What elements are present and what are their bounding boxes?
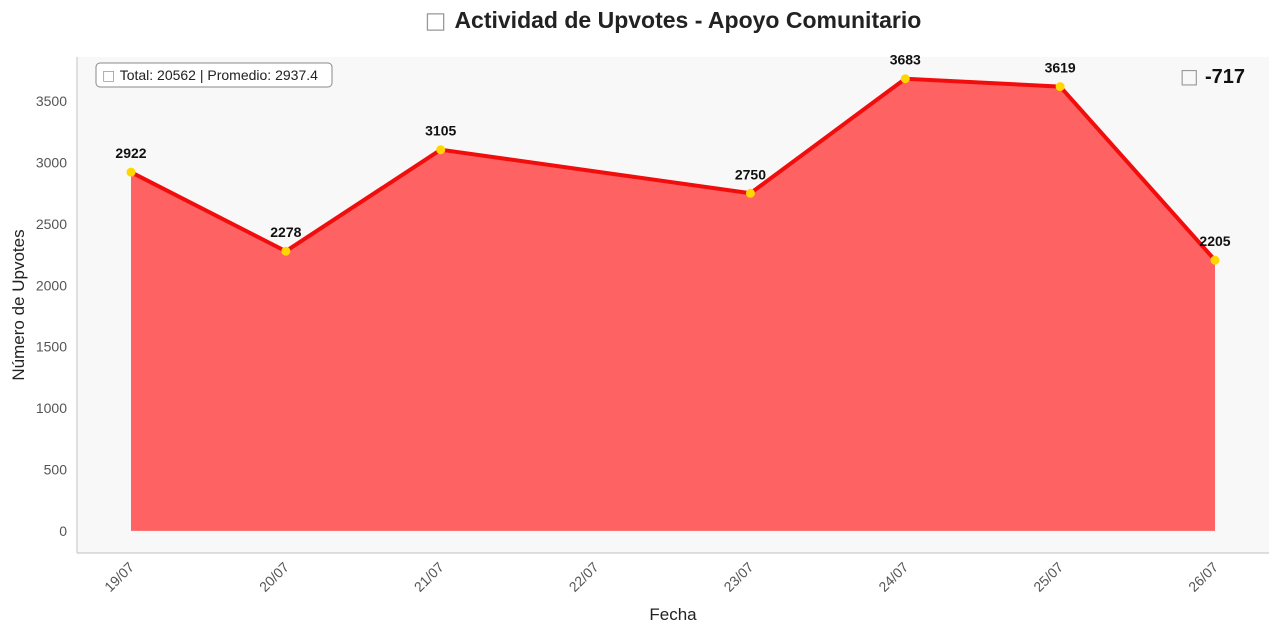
x-tick-label: 20/07	[256, 559, 292, 595]
data-label: 2922	[115, 145, 146, 161]
data-point	[745, 188, 755, 198]
marker-layer	[126, 74, 1220, 265]
data-label: 3105	[425, 123, 456, 139]
change-value: -717	[1205, 66, 1245, 88]
data-point	[436, 145, 446, 155]
x-tick-label: 21/07	[411, 559, 447, 595]
y-tick-label: 1000	[36, 400, 67, 416]
y-tick-label: 2000	[36, 277, 67, 293]
data-label: 3619	[1045, 60, 1076, 76]
x-tick-label: 24/07	[875, 559, 911, 595]
y-tick-label: 0	[59, 523, 67, 539]
data-point	[900, 74, 910, 84]
area-fill	[131, 78, 1215, 531]
y-tick-layer: 0 500 1000 1500 2000 2500 3000 3500	[36, 93, 67, 539]
x-tick-label: 19/07	[101, 559, 137, 595]
x-axis-label: Fecha	[649, 605, 697, 624]
chart-title-icon: □	[425, 8, 455, 34]
data-point	[126, 167, 136, 177]
chart-title: □ Actividad de Upvotes - Apoyo Comunitar…	[425, 7, 922, 34]
data-label: 2205	[1199, 233, 1230, 249]
y-tick-label: 1500	[36, 339, 67, 355]
data-label: 2278	[270, 224, 301, 240]
data-label-layer: 2922 2278 3105 2750 3683 3619 2205	[115, 52, 1230, 249]
x-tick-label: 22/07	[566, 559, 602, 595]
trend-down-icon: □	[1180, 64, 1205, 88]
stats-box-frame	[95, 62, 333, 88]
data-label: 3683	[890, 52, 921, 68]
y-axis-label: Número de Upvotes	[9, 229, 28, 380]
x-tick-label: 23/07	[720, 559, 756, 595]
data-point	[1210, 255, 1220, 265]
y-tick-label: 3500	[36, 93, 67, 109]
y-tick-label: 500	[44, 462, 68, 478]
x-tick-label: 26/07	[1185, 559, 1221, 595]
x-tick-layer: 19/07 20/07 21/07 22/07 23/07 24/07 25/07 26/07	[101, 559, 1221, 595]
y-tick-label: 3000	[36, 155, 67, 171]
area-layer	[131, 78, 1215, 531]
stats-icon: □	[102, 68, 120, 84]
x-tick-label: 25/07	[1030, 559, 1066, 595]
y-tick-label: 2500	[36, 216, 67, 232]
stats-box: □ Total: 20562 | Promedio: 2937.4	[95, 62, 333, 88]
data-point	[1055, 82, 1065, 92]
chart-title-text: Actividad de Upvotes - Apoyo Comunitario	[454, 7, 921, 33]
data-label: 2750	[735, 166, 766, 182]
stats-box-label: □ Total: 20562 | Promedio: 2937.4	[102, 67, 318, 84]
change-indicator: □ -717	[1180, 64, 1245, 88]
stats-text: Total: 20562 | Promedio: 2937.4	[120, 67, 318, 83]
data-point	[281, 246, 291, 256]
